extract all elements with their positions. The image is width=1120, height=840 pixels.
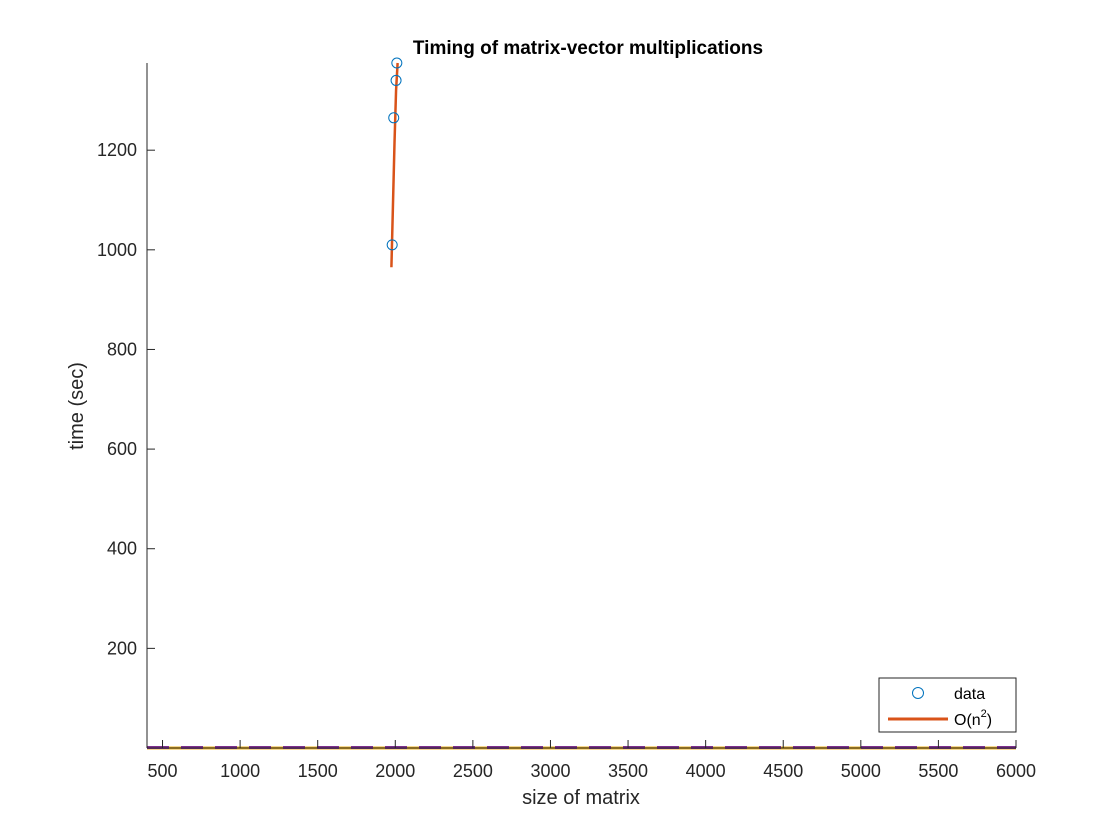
fit-series-line	[390, 62, 399, 268]
x-tick-label: 1000	[220, 761, 260, 781]
data-point	[390, 74, 402, 86]
x-tick-label: 3500	[608, 761, 648, 781]
legend-data-marker	[912, 687, 924, 699]
legend: data O(n2)	[878, 677, 1017, 733]
y-tick-label: 600	[107, 439, 137, 459]
x-tick-label: 500	[147, 761, 177, 781]
x-tick-label: 2500	[453, 761, 493, 781]
x-tick-label: 6000	[996, 761, 1036, 781]
y-tick-label: 1200	[97, 140, 137, 160]
y-tick-label: 1000	[97, 240, 137, 260]
data-point	[388, 112, 400, 124]
y-tick-label: 400	[107, 539, 137, 559]
y-axis-label: time (sec)	[66, 362, 88, 450]
x-axis-label: size of matrix	[522, 787, 640, 809]
x-tick-label: 4000	[686, 761, 726, 781]
x-tick-label: 5500	[918, 761, 958, 781]
x-tick-label: 1500	[298, 761, 338, 781]
x-tick-label: 3000	[530, 761, 570, 781]
x-tick-label: 2000	[375, 761, 415, 781]
legend-label-data: data	[954, 686, 985, 703]
legend-label-fit-sup: 2	[981, 708, 987, 720]
legend-label-fit: O(n2)	[954, 708, 992, 729]
legend-label-fit-end: )	[987, 712, 992, 729]
data-point	[386, 239, 398, 251]
chart-title: Timing of matrix-vector multiplications	[413, 38, 763, 59]
legend-box	[878, 677, 1017, 733]
x-tick-label: 4500	[763, 761, 803, 781]
legend-label-fit-base: O(n	[954, 712, 981, 729]
x-tick-label: 5000	[841, 761, 881, 781]
y-tick-label: 200	[107, 638, 137, 658]
y-tick-label: 800	[107, 339, 137, 359]
data-point	[391, 57, 403, 69]
